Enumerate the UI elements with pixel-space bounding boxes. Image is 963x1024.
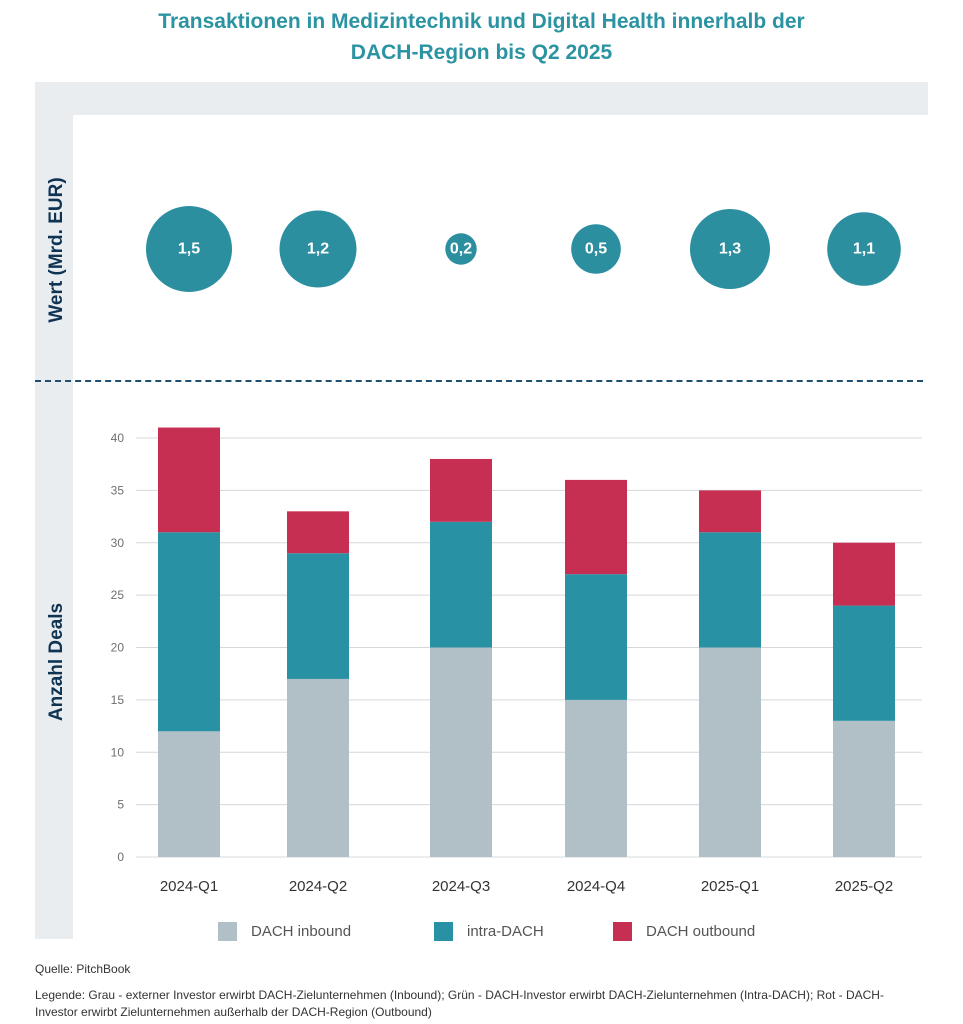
bar-2025-Q1-DACH-inbound xyxy=(699,647,761,857)
x-axis-labels: 2024-Q1 2024-Q2 2024-Q3 2024-Q4 2025-Q1 2025-… xyxy=(160,878,893,895)
legend-swatch xyxy=(434,922,453,941)
grid-lines xyxy=(136,437,922,858)
chart-title-line-2: DACH-Region bis Q2 2025 xyxy=(350,41,613,64)
panel-frame-left xyxy=(35,82,73,939)
y-tick-5: 5 xyxy=(117,798,124,812)
chart-title-line-1: Transaktionen in Medizintechnik und Digi… xyxy=(158,10,805,33)
y-tick-15: 15 xyxy=(111,693,125,707)
bubble-2025-Q2 xyxy=(827,212,901,286)
bubble-2024-Q1 xyxy=(146,206,232,292)
bar-2025-Q2-DACH-inbound xyxy=(833,720,895,857)
bar-stacks xyxy=(158,427,895,857)
bar-2024-Q4-DACH-inbound xyxy=(565,699,627,857)
bar-2024-Q2-intra-DACH xyxy=(287,553,349,679)
bar-2025-Q2-DACH-outbound xyxy=(833,542,895,606)
legend-explanation: Legende: Grau - externer Investor erwirb… xyxy=(35,988,884,1019)
bubble-label-2024-Q3: 0,2 xyxy=(450,241,472,258)
bar-2025-Q1-intra-DACH xyxy=(699,532,761,648)
source-note: Quelle: PitchBook xyxy=(35,962,131,976)
y-axis-ticks: 0 5 10 15 20 25 30 35 40 xyxy=(111,431,125,864)
legend-swatch xyxy=(218,922,237,941)
bubble-label-2025-Q1: 1,3 xyxy=(719,241,741,258)
legend: DACH inbound intra-DACH DACH outbound xyxy=(0,918,963,946)
bar-2024-Q1-DACH-outbound xyxy=(158,427,220,533)
y-tick-30: 30 xyxy=(111,536,125,550)
y-tick-0: 0 xyxy=(117,850,124,864)
x-label-2024-Q1: 2024-Q1 xyxy=(160,878,218,895)
bar-2024-Q3-intra-DACH xyxy=(430,521,492,648)
y-tick-25: 25 xyxy=(111,588,125,602)
legend-item-DACH-outbound: DACH outbound xyxy=(613,922,755,941)
bubble-label-2024-Q1: 1,5 xyxy=(178,241,200,258)
y-tick-40: 40 xyxy=(111,431,125,445)
bubble-label-2025-Q2: 1,1 xyxy=(853,241,875,258)
x-label-2025-Q2: 2025-Q2 xyxy=(835,878,893,895)
legend-item-DACH-inbound: DACH inbound xyxy=(218,922,351,941)
legend-swatch xyxy=(613,922,632,941)
x-label-2024-Q4: 2024-Q4 xyxy=(567,878,625,895)
bar-2024-Q4-DACH-outbound xyxy=(565,479,627,575)
bubble-2025-Q1 xyxy=(690,209,770,289)
bubble-2024-Q4 xyxy=(571,224,621,274)
chart-title: Transaktionen in Medizintechnik und Digi… xyxy=(0,6,963,68)
x-label-2024-Q3: 2024-Q3 xyxy=(432,878,490,895)
bubble-2024-Q3 xyxy=(445,233,477,265)
x-label-2025-Q1: 2025-Q1 xyxy=(701,878,759,895)
bubble-row: 1,5 1,2 0,2 0,5 1,3 1,1 xyxy=(146,206,901,292)
bar-2024-Q3-DACH-inbound xyxy=(430,647,492,857)
bar-2024-Q1-DACH-inbound xyxy=(158,731,220,857)
bar-2025-Q2-intra-DACH xyxy=(833,605,895,721)
legend-label: DACH inbound xyxy=(251,923,352,940)
panel-frame-top xyxy=(35,82,928,115)
bar-2024-Q2-DACH-outbound xyxy=(287,511,349,554)
y-tick-10: 10 xyxy=(111,745,125,759)
section-divider xyxy=(35,380,923,382)
y-tick-20: 20 xyxy=(111,641,125,655)
bar-2024-Q1-intra-DACH xyxy=(158,532,220,732)
y-tick-35: 35 xyxy=(111,483,125,497)
x-label-2024-Q2: 2024-Q2 xyxy=(289,878,347,895)
bar-2024-Q2-DACH-inbound xyxy=(287,678,349,857)
bar-2024-Q4-intra-DACH xyxy=(565,574,627,700)
bubble-label-2024-Q2: 1,2 xyxy=(307,241,329,258)
bubble-label-2024-Q4: 0,5 xyxy=(585,241,607,258)
bubble-2024-Q2 xyxy=(279,210,357,288)
bar-2024-Q3-DACH-outbound xyxy=(430,458,492,522)
bar-2025-Q1-DACH-outbound xyxy=(699,490,761,533)
legend-label: intra-DACH xyxy=(467,923,544,940)
legend-item-intra-DACH: intra-DACH xyxy=(434,922,544,941)
legend-label: DACH outbound xyxy=(646,923,756,940)
